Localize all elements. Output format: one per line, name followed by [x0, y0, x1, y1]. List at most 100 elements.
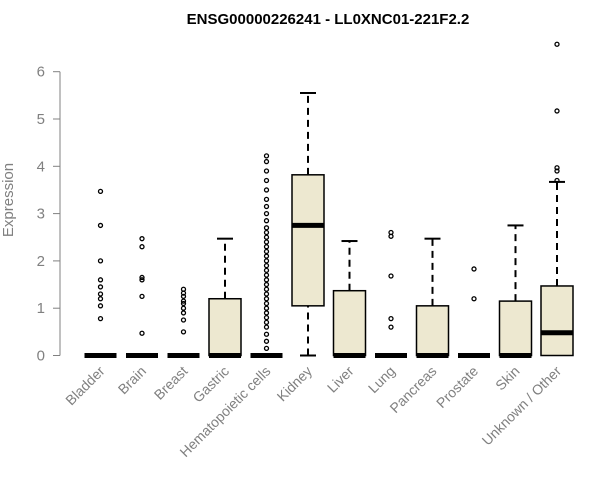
x-tick-label: Skin	[492, 363, 523, 394]
outlier-point	[263, 187, 270, 193]
outlier-point	[554, 108, 560, 114]
outlier-point	[97, 291, 104, 297]
outlier-point	[388, 229, 394, 236]
x-tick-label: Kidney	[274, 363, 316, 405]
chart-title: ENSG00000226241 - LL0XNC01-221F2.2	[187, 11, 470, 28]
outlier-point	[554, 168, 560, 174]
outlier-point	[180, 317, 187, 323]
outlier-point	[263, 258, 270, 264]
box-group	[84, 188, 117, 358]
outlier-point	[388, 273, 394, 279]
outlier-point	[139, 277, 145, 283]
outlier-point	[263, 153, 270, 159]
outlier-point	[180, 293, 187, 300]
y-tick-label: 3	[37, 206, 45, 223]
box-group	[375, 229, 407, 358]
outlier-point	[180, 305, 187, 311]
outlier-point	[471, 296, 477, 302]
y-tick-label: 1	[37, 300, 45, 317]
outlier-point	[97, 277, 104, 283]
outlier-point	[180, 300, 187, 307]
outlier-point	[263, 345, 270, 352]
outlier-point	[180, 310, 187, 316]
outlier-point	[263, 244, 270, 250]
box-group	[208, 237, 242, 358]
box-group	[126, 236, 158, 358]
outlier-point	[263, 291, 270, 297]
x-tick-label: Liver	[324, 363, 357, 396]
outlier-point	[263, 305, 270, 311]
y-tick-label: 2	[37, 253, 45, 270]
outlier-point	[263, 296, 270, 302]
outlier-point	[263, 196, 270, 203]
outlier-point	[97, 258, 104, 264]
outlier-point	[97, 188, 104, 195]
outlier-point	[554, 165, 560, 171]
outlier-point	[388, 315, 394, 322]
y-tick-label: 4	[37, 158, 45, 175]
outlier-point	[263, 300, 270, 307]
box-iqr	[208, 297, 242, 357]
outlier-point	[263, 248, 270, 255]
box-series	[84, 41, 574, 358]
outlier-point	[139, 330, 145, 336]
box-group	[540, 41, 574, 357]
x-tick-label: Breast	[151, 363, 191, 403]
box-group	[250, 153, 283, 358]
outlier-point	[139, 236, 145, 242]
outlier-point	[263, 319, 270, 326]
y-tick-label: 0	[37, 348, 45, 365]
y-tick-label: 5	[37, 111, 45, 128]
x-tick-label: Lung	[365, 363, 398, 396]
box-iqr	[540, 285, 574, 357]
outlier-point	[97, 303, 104, 309]
box-iqr	[291, 174, 325, 307]
outlier-point	[263, 272, 270, 278]
outlier-point	[263, 203, 270, 210]
outlier-point	[97, 296, 104, 302]
outlier-point	[139, 293, 145, 300]
outlier-point	[263, 281, 270, 288]
outlier-point	[471, 266, 477, 272]
outlier-point	[263, 253, 270, 259]
outlier-point	[263, 225, 270, 231]
box-iqr	[332, 289, 367, 357]
box-group	[458, 266, 490, 358]
outlier-point	[97, 284, 104, 290]
outlier-point	[263, 315, 270, 321]
y-tick-label: 6	[37, 64, 45, 81]
outlier-point	[554, 41, 560, 47]
outlier-point	[263, 277, 270, 283]
outlier-point	[263, 210, 270, 217]
box-group	[291, 91, 325, 357]
outlier-point	[263, 286, 270, 292]
outlier-point	[554, 177, 560, 184]
x-tick-label: Bladder	[62, 363, 108, 409]
x-tick-label: Prostate	[433, 363, 481, 411]
outlier-point	[263, 338, 270, 344]
outlier-point	[139, 274, 145, 281]
outlier-point	[263, 234, 270, 240]
x-tick-label: Unknown / Other	[479, 363, 565, 449]
outlier-point	[97, 315, 104, 322]
y-axis: 0 1 2 3 4 5 6	[37, 64, 61, 365]
outlier-point	[180, 329, 187, 335]
outlier-point	[263, 310, 270, 316]
outlier-point	[263, 177, 270, 184]
y-axis-label: Expression	[0, 163, 17, 237]
outlier-point	[263, 158, 270, 165]
outlier-point	[263, 239, 270, 245]
outlier-point	[263, 267, 270, 274]
box-group	[415, 237, 450, 358]
outlier-point	[263, 262, 270, 269]
outlier-point	[263, 218, 270, 224]
box-group	[167, 286, 200, 358]
outlier-point	[263, 168, 270, 174]
outlier-point	[97, 222, 104, 229]
outlier-point	[263, 324, 270, 330]
outlier-point	[263, 229, 270, 236]
box-iqr	[498, 300, 533, 357]
